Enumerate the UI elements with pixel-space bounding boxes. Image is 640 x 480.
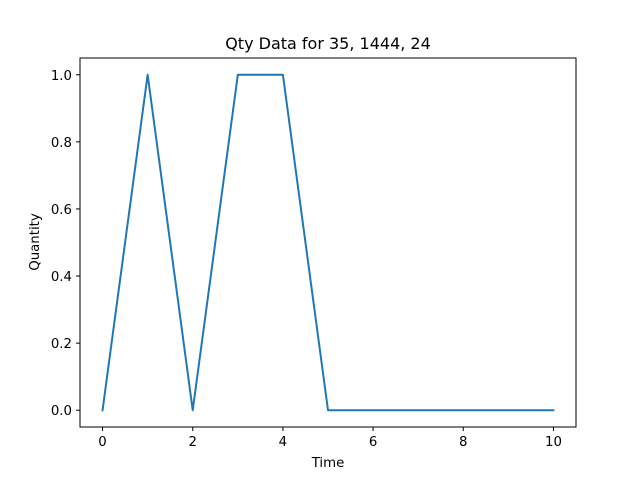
chart-title: Qty Data for 35, 1444, 24 [225,34,431,53]
y-axis-ticks: 0.0 0.2 0.4 0.6 0.8 1.0 [51,69,80,419]
y-tick-label: 1.0 [51,69,72,84]
series-layer [101,73,555,412]
y-tick-label: 0.6 [51,203,72,218]
y-tick-label: 0.0 [51,404,72,419]
x-tick-label: 8 [459,435,467,450]
x-tick-label: 10 [545,435,562,450]
y-axis-label: Quantity [28,213,43,271]
x-tick-label: 2 [188,435,196,450]
series-line [101,73,555,412]
axes-frame [79,57,577,428]
x-tick-label: 6 [369,435,377,450]
y-tick-label: 0.8 [51,136,72,151]
x-tick-label: 4 [279,435,287,450]
plot-area [80,58,576,427]
y-tick-label: 0.2 [51,337,72,352]
x-axis-label: Time [311,456,345,471]
y-tick-label: 0.4 [51,270,72,285]
axes-background [80,58,576,427]
x-tick-label: 0 [98,435,106,450]
x-axis-ticks: 0 2 4 6 8 10 [98,427,562,450]
